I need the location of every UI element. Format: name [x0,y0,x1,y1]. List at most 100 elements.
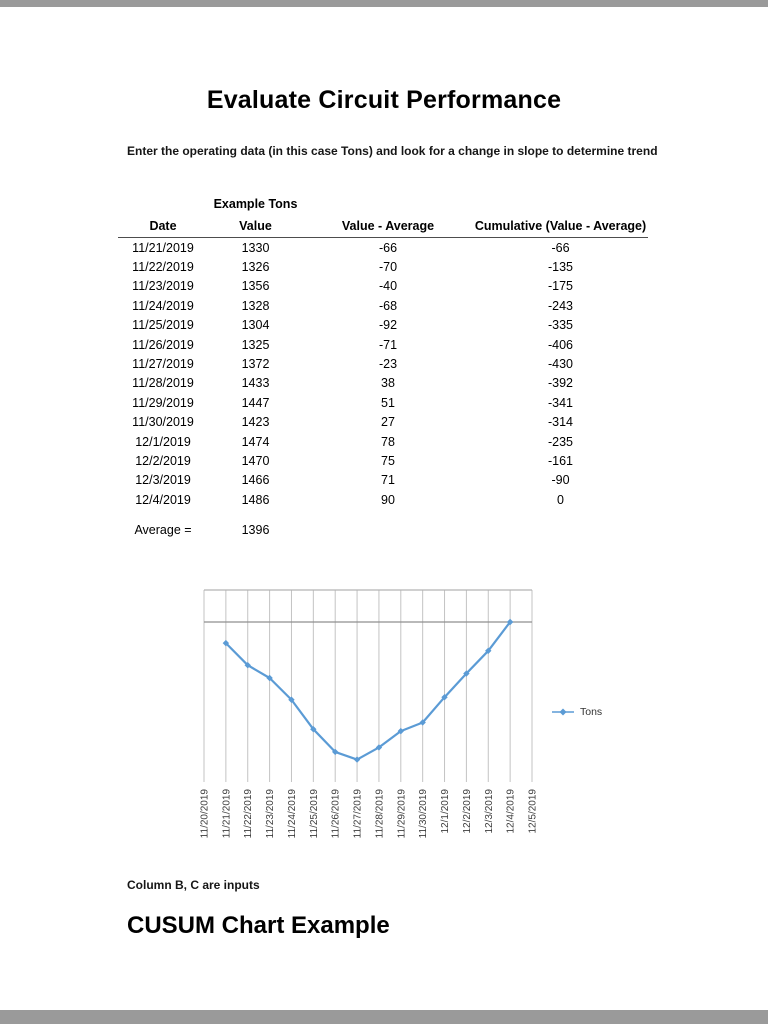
x-axis-label: 12/5/2019 [528,789,539,834]
table-group-header: Example Tons [213,197,298,211]
x-axis-label: 11/20/2019 [200,789,211,839]
table-cell: 1433 [241,376,270,391]
table-row: 12/2/2019 1470 75 -161 [118,451,648,470]
series-line [224,620,512,761]
table-cell: 1474 [241,434,270,449]
table-cell: 12/3/2019 [135,473,191,488]
table-group-header-row: Example Tons [118,193,648,215]
data-point-marker [506,618,514,626]
page-title: Evaluate Circuit Performance [206,86,562,114]
table-cell: 12/4/2019 [135,492,191,507]
table-cell: 11/29/2019 [132,395,194,410]
table-cell: 11/25/2019 [132,318,194,333]
table-cell: 11/28/2019 [132,376,194,391]
data-point-marker [288,696,295,703]
data-table: Example Tons Date Value Value - Average … [118,193,648,509]
x-axis-label: 11/30/2019 [418,789,429,839]
table-cell: 38 [381,376,395,391]
footer-heading: CUSUM Chart Example [127,912,390,939]
table-cell: -341 [547,395,574,410]
table-row: 11/27/2019 1372 -23 -430 [118,354,648,373]
table-row: 11/29/2019 1447 51 -341 [118,393,648,412]
table-cell: 51 [381,395,395,410]
table-cell: -66 [378,240,398,255]
table-cell: -135 [547,260,574,275]
table-row: 11/28/2019 1433 38 -392 [118,374,648,393]
table-row: 11/22/2019 1326 -70 -135 [118,257,648,276]
table-cell: -392 [547,376,574,391]
table-cell: -90 [551,473,570,488]
table-cell: 1328 [241,298,270,313]
x-axis-label: 11/22/2019 [243,789,254,839]
table-cell: 11/26/2019 [132,337,194,352]
average-row: Average = 1396 [118,523,648,537]
table-cell: 1470 [241,453,270,468]
table-cell: -92 [378,318,398,333]
column-header-cumulative: Cumulative (Value - Average) [474,219,647,233]
table-row: 11/30/2019 1423 27 -314 [118,413,648,432]
table-cell: 11/23/2019 [132,279,194,294]
table-cell: 11/22/2019 [132,260,194,275]
table-cell: 1466 [241,473,270,488]
average-label: Average = [134,523,192,537]
x-axis-label: 11/23/2019 [265,789,276,839]
table-cell: -235 [547,434,574,449]
table-cell: -161 [547,453,574,468]
x-axis-label: 11/29/2019 [396,789,407,839]
column-header-value: Value [239,219,272,233]
legend-label: Tons [580,706,603,718]
table-cell: 1325 [241,337,270,352]
x-axis-label: 11/24/2019 [287,789,298,839]
table-cell: 1486 [241,492,270,507]
table-row: 11/23/2019 1356 -40 -175 [118,277,648,296]
table-cell: 1372 [241,357,270,372]
table-cell: 11/24/2019 [132,298,194,313]
table-cell: -40 [378,279,398,294]
table-cell: -66 [551,240,570,255]
table-row: 11/26/2019 1325 -71 -406 [118,335,648,354]
table-cell: 11/27/2019 [132,357,194,372]
table-row: 12/4/2019 1486 90 0 [118,490,648,509]
data-point-marker [397,727,404,735]
table-cell: 1423 [241,415,270,430]
table-cell: 71 [381,473,395,488]
table-cell: -71 [378,337,398,352]
instruction-text: Enter the operating data (in this case T… [127,144,658,158]
x-axis-label: 11/26/2019 [331,789,342,839]
table-cell: 12/1/2019 [135,434,191,449]
column-header-date: Date [149,219,177,233]
table-body: 11/21/2019 1330 -66 -66 11/22/2019 1326 -70 -13… [118,238,648,509]
table-row: 12/1/2019 1474 78 -235 [118,432,648,451]
data-point-marker [222,639,230,647]
table-cell: 0 [557,492,564,507]
data-point-marker [266,674,273,682]
x-axis-label: 11/28/2019 [374,789,385,839]
table-cell: -70 [378,260,398,275]
table-cell: 12/2/2019 [135,453,191,468]
table-row: 12/3/2019 1466 71 -90 [118,471,648,490]
x-axis-label: 11/21/2019 [221,789,232,839]
table-cell: 11/21/2019 [132,240,194,255]
table-cell: 27 [381,415,395,430]
x-axis-label: 11/25/2019 [309,789,320,839]
table-cell: -335 [547,318,574,333]
table-cell: -68 [378,298,398,313]
table-cell: 1447 [241,395,270,410]
table-cell: 1330 [241,240,270,255]
document-page: Evaluate Circuit Performance Enter the o… [0,7,768,1010]
table-row: 11/25/2019 1304 -92 -335 [118,316,648,335]
table-cell: 78 [381,434,395,449]
table-cell: -175 [547,279,574,294]
x-axis-label: 12/2/2019 [462,789,473,834]
x-axis-label: 12/4/2019 [506,789,517,834]
table-cell: -243 [547,298,574,313]
x-axis-label: 12/3/2019 [484,789,495,834]
table-cell: 1356 [241,279,270,294]
table-row: 11/21/2019 1330 -66 -66 [118,238,648,257]
average-value: 1396 [241,523,270,537]
legend-marker [552,708,574,716]
table-cell: 1326 [241,260,270,275]
data-point-marker [353,756,361,763]
x-axis-label: 12/1/2019 [440,789,451,834]
